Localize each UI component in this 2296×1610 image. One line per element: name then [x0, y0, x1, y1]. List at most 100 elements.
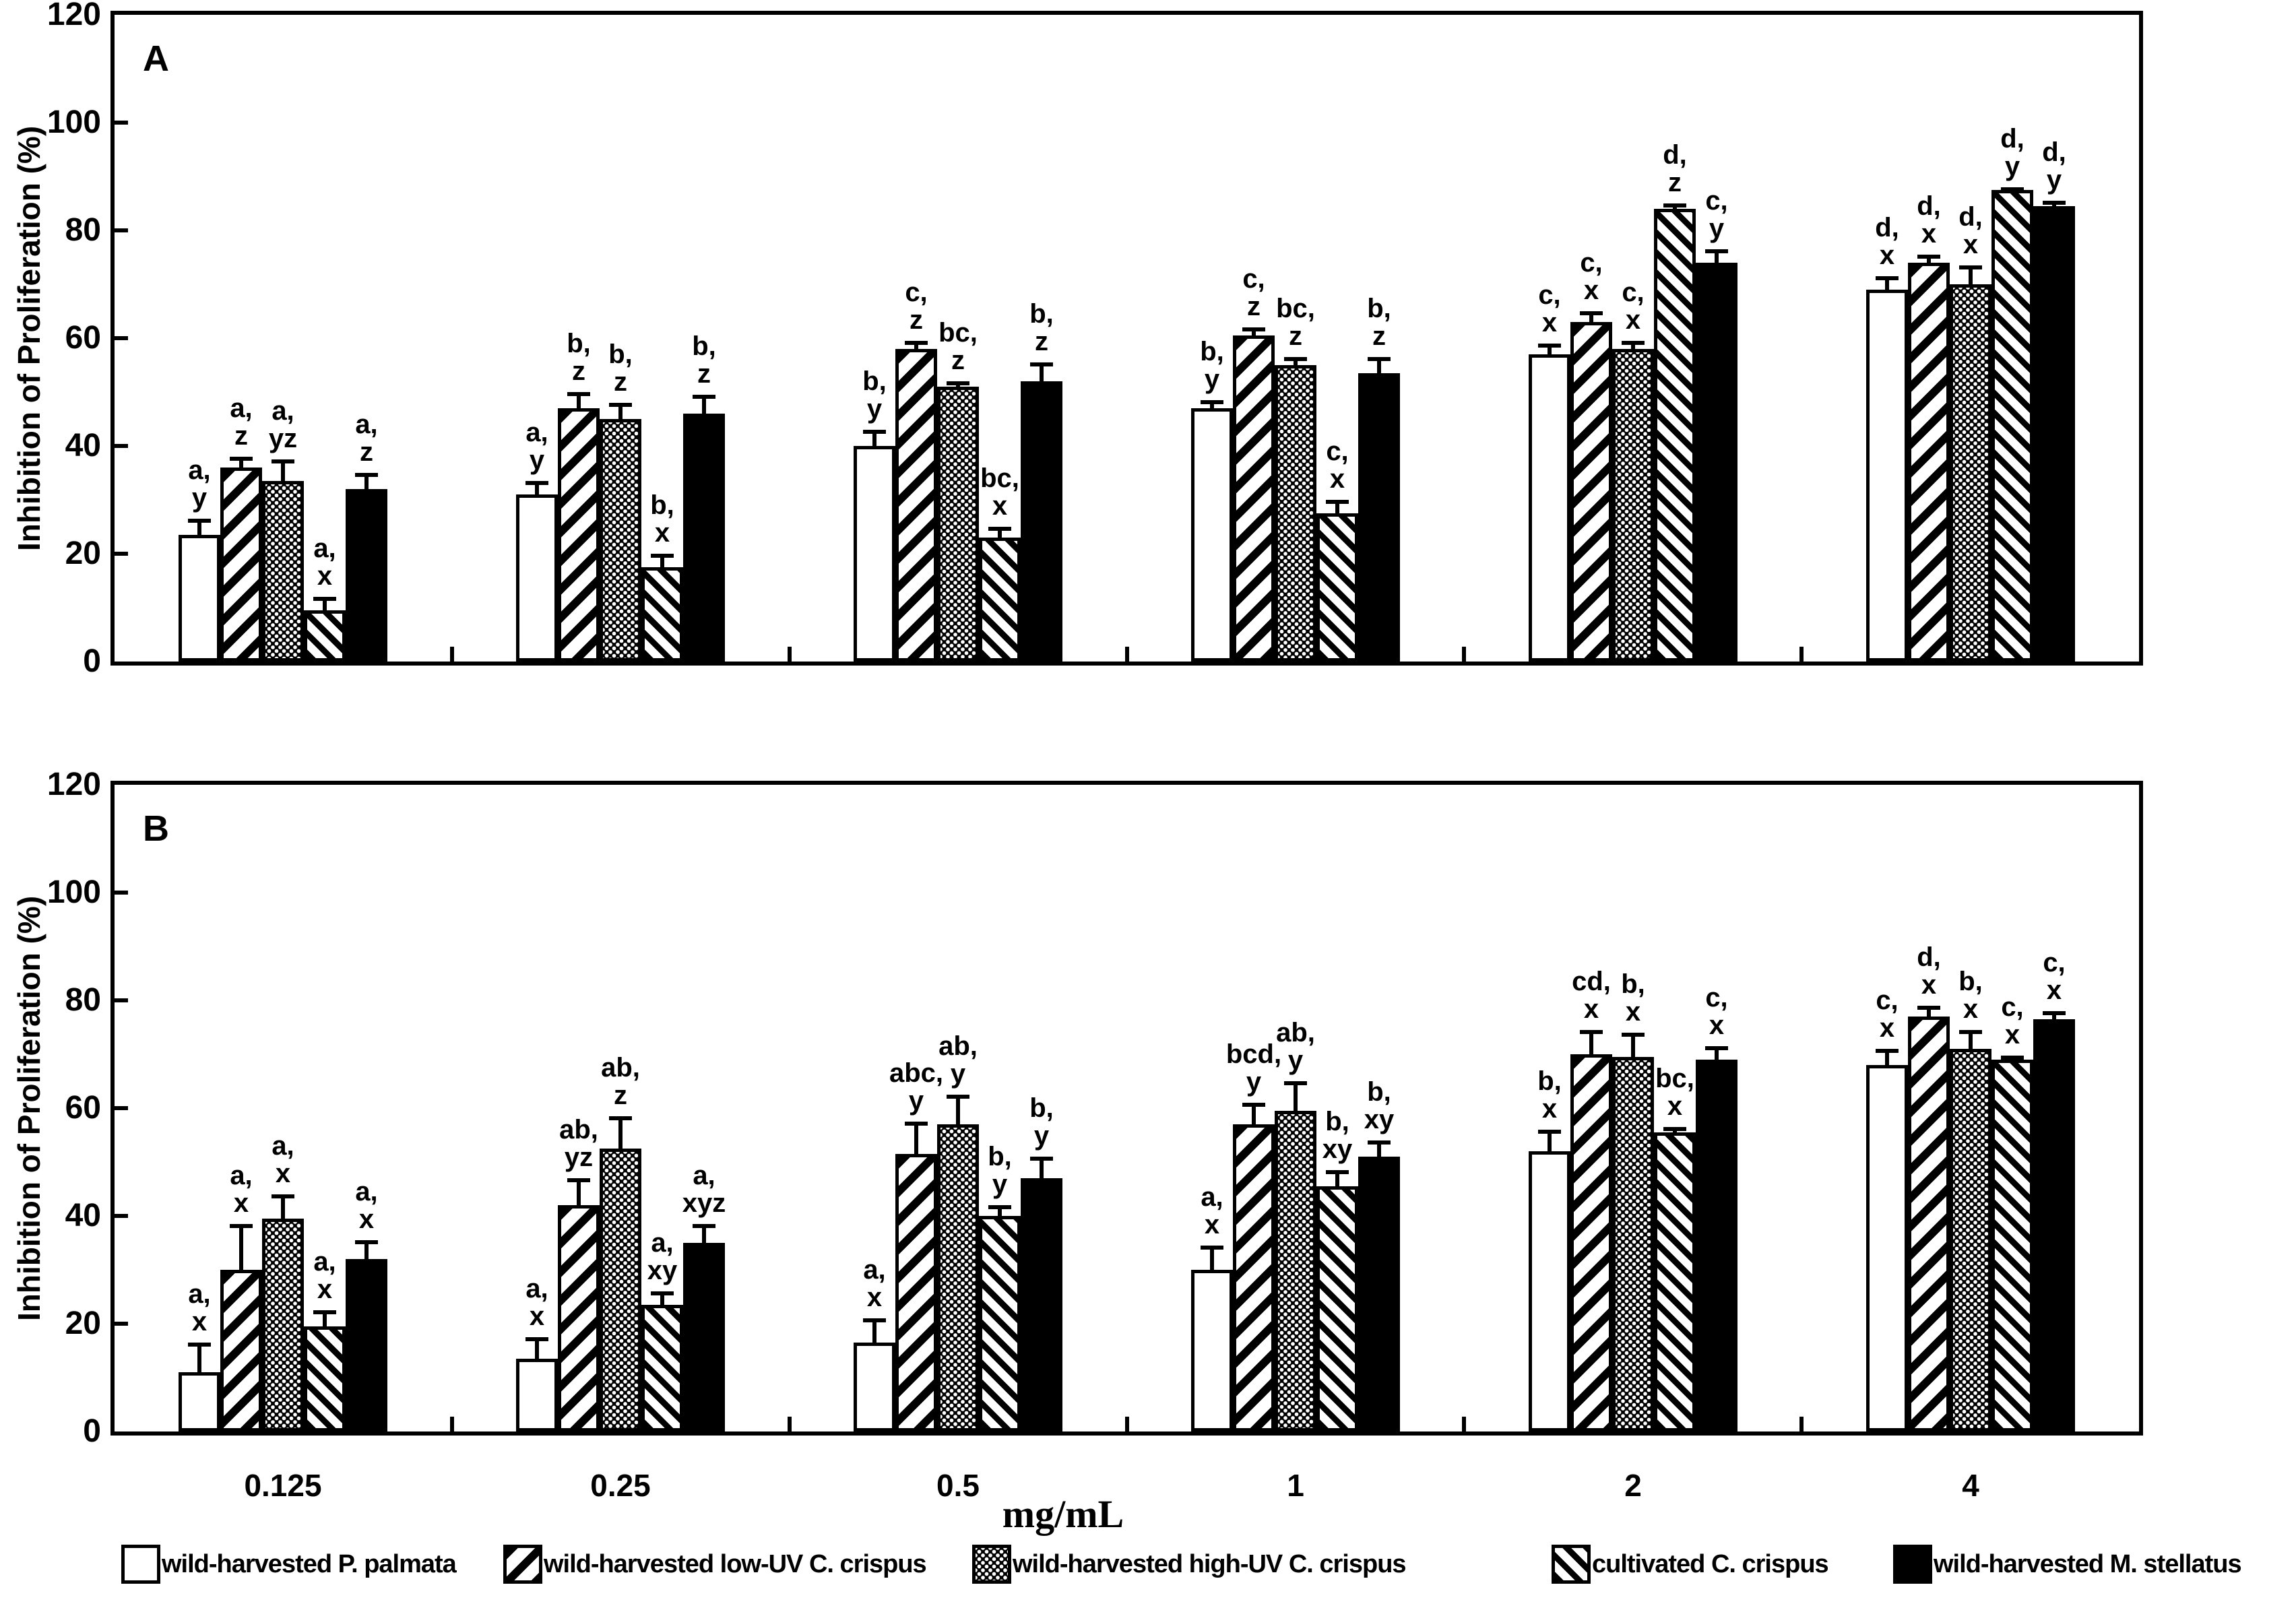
significance-label: b, z — [692, 331, 716, 389]
y-tick-label: 100 — [46, 874, 101, 910]
error-bar-line — [197, 1343, 201, 1372]
error-bar-line — [1377, 1140, 1381, 1157]
legend-swatch-black — [1893, 1545, 1932, 1584]
error-bar-line — [872, 1318, 876, 1343]
bar — [558, 408, 600, 662]
error-bar-cap — [651, 554, 674, 558]
error-bar-cap — [1201, 400, 1223, 404]
significance-label: a, xy — [647, 1228, 678, 1285]
error-bar-cap — [651, 1291, 674, 1295]
legend-label: wild-harvested M. stellatus — [1934, 1550, 2242, 1578]
x-tick-mark — [450, 1417, 454, 1431]
y-tick-mark — [115, 1214, 128, 1218]
y-tick-mark — [115, 1322, 128, 1326]
x-tick-label: 0.5 — [936, 1468, 980, 1503]
error-bar-cap — [230, 1224, 253, 1228]
significance-label: a, x — [272, 1131, 294, 1188]
bar — [1570, 1054, 1612, 1431]
bar — [304, 1326, 346, 1431]
bar — [304, 610, 346, 662]
y-tick-label: 0 — [83, 643, 101, 679]
error-bar-line — [535, 1337, 539, 1359]
error-bar-line — [577, 392, 581, 408]
error-bar-line — [323, 597, 327, 610]
bar — [1021, 381, 1062, 662]
bar — [1570, 322, 1612, 662]
bar — [1612, 349, 1654, 662]
y-tick-mark — [115, 552, 128, 556]
error-bar-line — [1715, 249, 1719, 263]
error-bar-cap — [1538, 344, 1561, 348]
bar — [1529, 1151, 1570, 1431]
error-bar-line — [1927, 1006, 1931, 1017]
error-bar-cap — [1876, 1049, 1899, 1053]
bar — [895, 1154, 937, 1431]
error-bar-line — [2052, 1011, 2056, 1019]
error-bar-line — [239, 457, 243, 468]
error-bar-line — [1589, 311, 1593, 322]
error-bar-line — [956, 1095, 960, 1124]
significance-label: b, z — [1029, 299, 1054, 356]
error-bar-line — [914, 341, 918, 349]
significance-label: a, z — [230, 393, 253, 451]
error-bar-line — [1631, 1033, 1635, 1057]
bar — [1233, 335, 1275, 662]
significance-label: b, x — [1958, 967, 1983, 1024]
legend-label: wild-harvested P. palmata — [162, 1550, 457, 1578]
error-bar-cap — [1705, 249, 1728, 253]
bar — [2033, 206, 2075, 662]
legend-label: wild-harvested low-UV C. crispus — [544, 1550, 927, 1578]
bar — [1316, 1186, 1358, 1431]
significance-label: c, z — [905, 278, 928, 335]
x-tick-label: 2 — [1624, 1468, 1642, 1503]
error-bar-cap — [863, 430, 886, 434]
error-bar-cap — [1622, 1033, 1645, 1037]
x-tick-mark — [788, 1417, 792, 1431]
y-tick-mark — [115, 444, 128, 448]
bar — [1529, 354, 1570, 662]
legend-swatch-white — [121, 1545, 160, 1584]
legend-swatch-dots — [972, 1545, 1011, 1584]
legend-swatch-diag-fine — [1552, 1545, 1591, 1584]
significance-label: d, x — [1917, 942, 1941, 1000]
error-bar-cap — [1580, 1030, 1603, 1034]
x-tick-mark — [450, 647, 454, 662]
error-bar-line — [1210, 400, 1214, 408]
bar — [1866, 290, 1908, 662]
error-bar-line — [577, 1178, 581, 1205]
bar — [854, 1343, 895, 1431]
error-bar-cap — [947, 381, 969, 385]
bar — [1866, 1065, 1908, 1431]
significance-label: b, x — [1537, 1066, 1562, 1124]
y-tick-label: 100 — [46, 104, 101, 140]
x-axis-unit-label: mg/mL — [1002, 1492, 1124, 1536]
error-bar-cap — [905, 341, 928, 345]
error-bar-cap — [525, 481, 548, 485]
error-bar-cap — [1284, 357, 1307, 361]
bar — [516, 494, 558, 662]
error-bar-cap — [2001, 1055, 2024, 1060]
bar — [641, 1305, 683, 1431]
error-bar-cap — [230, 457, 253, 461]
bar — [1908, 1017, 1950, 1431]
error-bar-cap — [1917, 1006, 1940, 1010]
error-bar-line — [281, 1194, 285, 1219]
y-tick-label: 40 — [65, 1198, 101, 1233]
error-bar-cap — [1030, 1157, 1053, 1161]
significance-label: a, x — [525, 1274, 548, 1331]
legend-label: wild-harvested high-UV C. crispus — [1013, 1550, 1407, 1578]
y-tick-mark — [115, 891, 128, 895]
error-bar-cap — [693, 395, 715, 399]
legend-swatch-diag-wide — [503, 1545, 542, 1584]
error-bar-line — [1969, 1030, 1973, 1049]
significance-label: c, x — [1580, 248, 1603, 305]
bar — [1021, 1178, 1062, 1431]
significance-label: bc, x — [980, 463, 1019, 521]
bar — [683, 1243, 725, 1431]
error-bar-cap — [188, 1343, 211, 1347]
x-tick-label: 4 — [1962, 1468, 1979, 1503]
significance-label: b, y — [862, 366, 887, 424]
error-bar-cap — [355, 1240, 378, 1244]
bar — [1316, 513, 1358, 662]
